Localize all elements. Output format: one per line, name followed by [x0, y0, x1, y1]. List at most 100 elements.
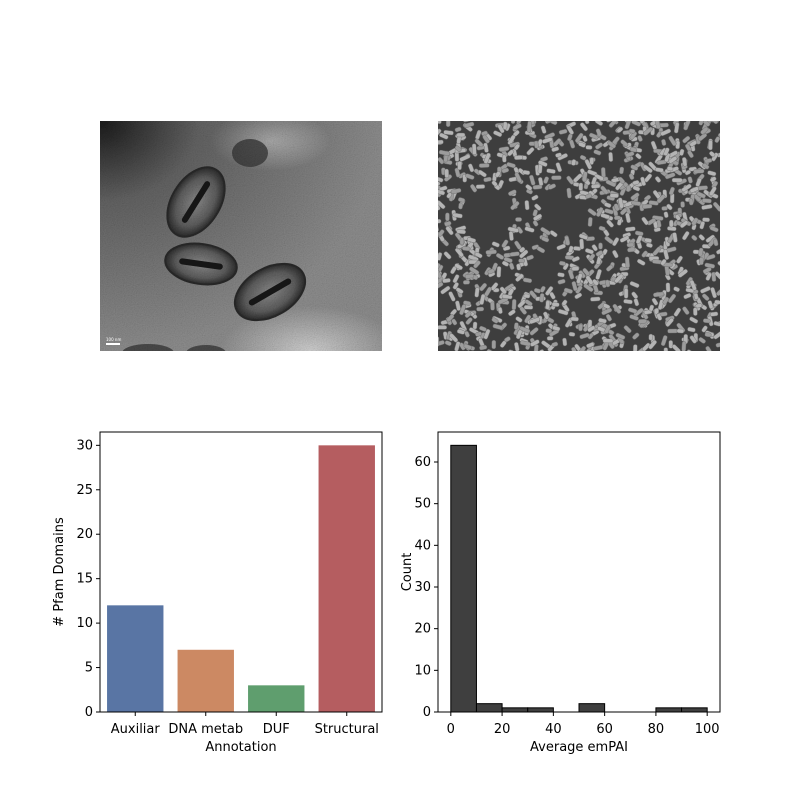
bacterial-cell — [718, 132, 720, 139]
bar-dna-metab — [177, 649, 234, 712]
bacterial-cell — [479, 345, 488, 351]
bacterial-cell — [491, 241, 500, 248]
bacterial-cell — [524, 299, 533, 307]
bacterial-cell — [616, 126, 624, 133]
sem-micrograph — [438, 121, 720, 351]
bacterial-cell — [543, 311, 550, 320]
bacterial-cell — [710, 287, 717, 299]
bacterial-cell — [551, 175, 562, 180]
bacterial-cell — [552, 325, 561, 332]
bacterial-cell — [490, 301, 495, 311]
virion-particle-2 — [164, 242, 238, 286]
pfam-bar-chart: 0 5 10 15 20 25 30 Auxiliar DNA metab DUF Structur… — [0, 400, 400, 800]
bacterial-cell — [557, 309, 569, 316]
bacterial-cell — [495, 253, 505, 260]
bacterial-cell — [513, 322, 519, 330]
bacterial-cell — [631, 200, 642, 206]
bacterial-cell — [642, 342, 651, 351]
bacterial-cell — [545, 286, 554, 296]
sem-micrograph-panel — [438, 121, 720, 351]
bacterial-cell — [454, 126, 462, 133]
bacterial-cell — [513, 143, 520, 151]
bacterial-cell — [558, 129, 568, 135]
bacterial-cell — [562, 337, 568, 347]
bacterial-cell — [584, 121, 590, 125]
bacterial-cell — [492, 323, 504, 330]
bacterial-cell — [671, 344, 681, 351]
bacterial-cell — [699, 257, 704, 265]
bacterial-cell — [632, 180, 640, 186]
bacterial-cell — [561, 299, 568, 306]
bacterial-cell — [642, 312, 649, 320]
bacterial-cell — [607, 140, 616, 149]
tem-micrograph-panel: 100 nm — [100, 121, 382, 351]
bacterial-cell — [637, 135, 643, 142]
bacterial-cell — [625, 185, 631, 192]
bacterial-cell — [701, 204, 713, 210]
bacterial-cell — [591, 244, 598, 252]
bacterial-cell — [501, 239, 509, 248]
bacterial-cell — [501, 154, 507, 163]
bacterial-cell — [669, 219, 674, 228]
bacterial-cell — [631, 291, 639, 299]
bacterial-cell — [608, 152, 614, 162]
bacterial-cell — [529, 327, 539, 336]
bacterial-cell — [564, 236, 570, 246]
bacterial-cell — [688, 198, 694, 206]
x-tick-label: 80 — [648, 722, 665, 737]
bacterial-cell — [483, 176, 492, 183]
y-tick-label: 30 — [76, 438, 93, 453]
bacterial-cell — [600, 213, 610, 220]
bacterial-cell — [497, 306, 503, 314]
bacterial-cell — [654, 176, 661, 183]
bacterial-cell — [700, 126, 709, 135]
x-tick-label: Auxiliar — [111, 722, 161, 737]
bacterial-cell — [666, 166, 674, 172]
bacterial-cell — [550, 121, 558, 125]
bacterial-cell — [571, 256, 580, 263]
bacterial-cell — [472, 321, 478, 330]
bacterial-cell — [578, 182, 584, 191]
bacterial-cell — [444, 168, 449, 178]
bacterial-cell — [671, 177, 683, 183]
bacterial-cell — [632, 185, 641, 192]
bacterial-cell — [471, 143, 477, 155]
bacterial-cell — [459, 154, 471, 162]
bacterial-cell — [578, 142, 586, 148]
bacterial-cell — [615, 332, 626, 340]
bacterial-cell — [707, 170, 717, 177]
bacterial-cell — [691, 235, 698, 241]
bacterial-cell — [643, 126, 653, 136]
bacterial-cell — [529, 174, 536, 186]
bacterial-cell — [540, 227, 551, 236]
bacterial-cell — [631, 121, 641, 127]
bacterial-cell — [585, 145, 593, 150]
bacterial-cell — [444, 221, 452, 227]
bacterial-cell — [493, 130, 503, 137]
bacterial-cell — [713, 330, 720, 340]
bacterial-cell — [650, 140, 658, 150]
bacterial-cell — [496, 266, 502, 278]
bacterial-cell — [716, 248, 720, 255]
bacterial-cell — [705, 272, 712, 281]
bacterial-cell — [666, 203, 673, 211]
bacterial-cell — [486, 349, 497, 351]
bacterial-cell — [635, 153, 642, 160]
bacterial-cell — [476, 306, 484, 312]
bar-duf — [248, 685, 305, 712]
bacterial-cell — [623, 288, 629, 299]
virion-particle-3 — [233, 262, 307, 322]
bacterial-cell — [465, 173, 475, 180]
bacterial-cell — [681, 341, 687, 351]
bacterial-cell — [546, 168, 556, 174]
bacterial-cell — [609, 193, 619, 198]
x-tick-label: 20 — [494, 722, 511, 737]
bacterial-cell — [634, 230, 644, 237]
bacterial-cell — [587, 217, 593, 227]
bacterial-cell — [479, 294, 486, 305]
bacterial-cell — [672, 232, 678, 243]
bacterial-cell — [629, 281, 640, 288]
bacterial-cell — [689, 279, 697, 291]
bacterial-cell — [524, 226, 535, 233]
tem-micrograph: 100 nm — [100, 121, 382, 351]
